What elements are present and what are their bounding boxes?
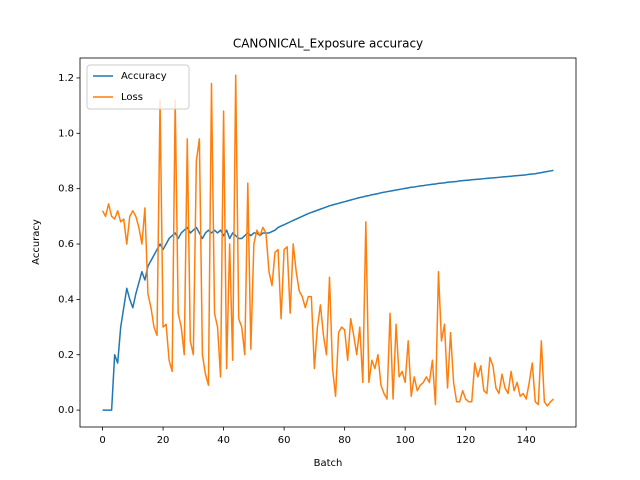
y-tick-label: 1.2 bbox=[58, 73, 74, 84]
legend-label: Accuracy bbox=[121, 71, 167, 82]
x-tick-label: 120 bbox=[456, 435, 475, 446]
x-tick-label: 60 bbox=[278, 435, 291, 446]
x-tick-label: 40 bbox=[217, 435, 230, 446]
x-axis-label: Batch bbox=[314, 458, 343, 469]
y-tick-label: 0.0 bbox=[58, 405, 74, 416]
y-axis-label: Accuracy bbox=[31, 219, 42, 265]
y-tick-label: 0.4 bbox=[58, 294, 74, 305]
x-tick-label: 100 bbox=[396, 435, 415, 446]
x-tick-label: 0 bbox=[99, 435, 105, 446]
x-tick-label: 140 bbox=[517, 435, 536, 446]
chart-title: CANONICAL_Exposure accuracy bbox=[233, 37, 423, 51]
y-tick-label: 0.2 bbox=[58, 350, 74, 361]
legend-label: Loss bbox=[121, 92, 143, 103]
y-tick-label: 0.8 bbox=[58, 184, 74, 195]
legend: Accuracy Loss bbox=[86, 64, 190, 110]
plot-frame bbox=[79, 57, 577, 428]
data-line bbox=[101, 74, 554, 407]
y-tick-label: 0.6 bbox=[58, 239, 74, 250]
x-tick-label: 20 bbox=[157, 435, 170, 446]
y-tick-label: 1.0 bbox=[58, 128, 74, 139]
x-tick-label: 80 bbox=[338, 435, 351, 446]
